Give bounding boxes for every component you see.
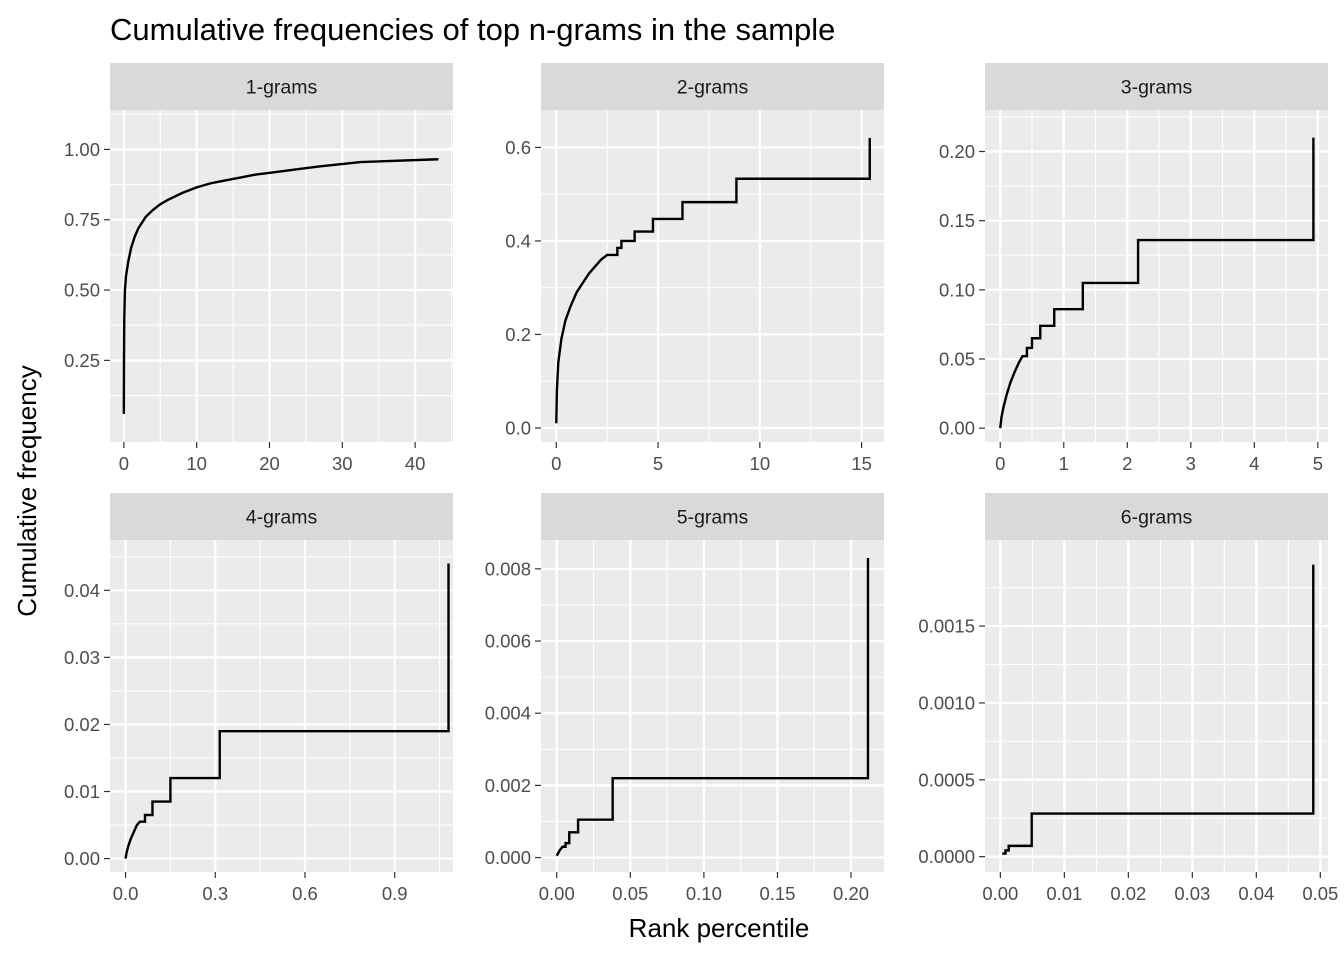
facet-strip (541, 493, 884, 540)
facet-strip-label: 3-grams (1121, 77, 1193, 99)
y-tick-label: 0.002 (485, 775, 531, 796)
facet-panel: 1-grams 0 10 20 30 40 0.25 0.50 0.75 1.00 (64, 63, 453, 474)
x-tick-label: 0.00 (539, 883, 575, 904)
panel-background (985, 110, 1328, 442)
x-tick-label: 10 (186, 453, 207, 474)
panel-background (541, 110, 884, 442)
chart-title: Cumulative frequencies of top n-grams in… (110, 12, 835, 47)
x-tick-label: 0.3 (202, 883, 228, 904)
facet-panel: 6-grams 0.00 0.01 0.02 0.03 0.04 0.05 0.0000 0.0… (918, 493, 1338, 904)
facet-strip-label: 1-grams (246, 77, 318, 99)
facet-panel: 3-grams 0 1 2 3 4 5 0.00 0.05 0.10 0.15 0.20 (939, 63, 1328, 474)
x-tick-label: 0.05 (1302, 883, 1338, 904)
cumulative-frequency-line (124, 563, 450, 859)
y-tick-label: 0.15 (939, 210, 975, 231)
y-tick-label: 0.6 (505, 137, 531, 158)
y-tick-label: 0.008 (485, 558, 531, 579)
facet-strip-label: 4-grams (246, 507, 318, 529)
y-tick-label: 0.10 (939, 279, 975, 300)
x-tick-label: 0.00 (982, 883, 1018, 904)
x-tick-label: 0.9 (382, 883, 408, 904)
x-tick-label: 40 (405, 453, 426, 474)
x-tick-label: 4 (1249, 453, 1259, 474)
facet-strip (541, 63, 884, 110)
facet-panel: 4-grams 0.0 0.3 0.6 0.9 0.00 0.01 0.02 0.03 0.04 (64, 493, 453, 904)
facet-strip-label: 6-grams (1121, 507, 1193, 529)
facet-strip (985, 493, 1328, 540)
y-tick-label: 0.25 (64, 350, 100, 371)
facet-strip-label: 2-grams (677, 77, 749, 99)
y-tick-label: 0.03 (64, 647, 100, 668)
cumulative-frequency-line (1002, 564, 1315, 855)
y-tick-label: 0.006 (485, 631, 531, 652)
x-tick-label: 0.05 (612, 883, 648, 904)
x-tick-label: 0.02 (1110, 883, 1146, 904)
x-tick-label: 3 (1186, 453, 1196, 474)
x-tick-label: 0.03 (1174, 883, 1210, 904)
y-tick-label: 0.00 (64, 848, 100, 869)
facet-panel: 5-grams 0.00 0.05 0.10 0.15 0.20 0.000 0.002 0.0… (485, 493, 884, 904)
y-tick-label: 0.2 (505, 324, 531, 345)
facet-strip-label: 5-grams (677, 507, 749, 529)
x-tick-label: 30 (332, 453, 353, 474)
y-tick-label: 0.00 (939, 418, 975, 439)
x-tick-label: 0.04 (1238, 883, 1274, 904)
cumulative-frequency-line (555, 138, 871, 424)
facet-panel: 2-grams 0 5 10 15 0.0 0.2 0.4 0.6 (505, 63, 884, 474)
facet-strip (110, 63, 453, 110)
y-tick-label: 0.004 (485, 703, 531, 724)
x-tick-label: 0 (551, 453, 561, 474)
y-tick-label: 0.75 (64, 209, 100, 230)
x-tick-label: 20 (259, 453, 280, 474)
y-tick-label: 0.0005 (918, 769, 975, 790)
cumulative-frequency-line (122, 158, 439, 414)
panel-background (541, 540, 884, 872)
x-tick-label: 0.15 (759, 883, 795, 904)
y-tick-label: 0.000 (485, 847, 531, 868)
x-tick-label: 1 (1059, 453, 1069, 474)
y-tick-label: 0.04 (64, 580, 100, 601)
y-tick-label: 0.0 (505, 417, 531, 438)
facet-strip (985, 63, 1328, 110)
x-tick-label: 2 (1122, 453, 1132, 474)
x-tick-label: 5 (653, 453, 663, 474)
y-tick-label: 0.0000 (918, 846, 975, 867)
facet-strip (110, 493, 453, 540)
y-tick-label: 0.20 (939, 141, 975, 162)
y-tick-label: 1.00 (64, 139, 100, 160)
x-axis-title: Rank percentile (629, 913, 810, 943)
x-tick-label: 0.0 (113, 883, 139, 904)
y-axis-title: Cumulative frequency (12, 365, 42, 616)
y-tick-label: 0.05 (939, 349, 975, 370)
y-tick-label: 0.0015 (918, 616, 975, 637)
x-tick-label: 0 (119, 453, 129, 474)
y-tick-label: 0.01 (64, 781, 100, 802)
panel-background (110, 540, 453, 872)
panel-background (110, 110, 453, 442)
x-tick-label: 0.20 (833, 883, 869, 904)
y-tick-label: 0.50 (64, 280, 100, 301)
cumulative-frequency-line (999, 137, 1315, 429)
y-tick-label: 0.02 (64, 714, 100, 735)
x-tick-label: 5 (1313, 453, 1323, 474)
x-tick-label: 10 (750, 453, 771, 474)
y-tick-label: 0.0010 (918, 692, 975, 713)
x-tick-label: 0.01 (1046, 883, 1082, 904)
x-tick-label: 0.6 (292, 883, 318, 904)
x-tick-label: 0.10 (686, 883, 722, 904)
cumulative-frequency-line (555, 558, 870, 857)
x-tick-label: 0 (995, 453, 1005, 474)
x-tick-label: 15 (851, 453, 872, 474)
panel-background (985, 540, 1328, 872)
y-tick-label: 0.4 (505, 230, 531, 251)
